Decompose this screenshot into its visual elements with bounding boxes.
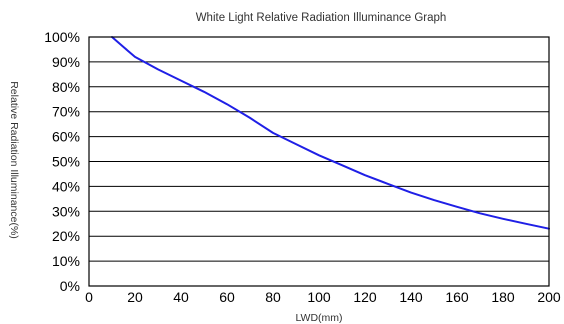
series-line [111,36,550,230]
y-tick-label: 20% [52,228,80,244]
y-tick-label: 70% [52,104,80,120]
x-tick-label: 0 [85,289,93,305]
y-tick-label: 60% [52,129,80,145]
plot-area-frame [88,36,550,287]
x-tick-label: 80 [265,289,281,305]
x-tick-label: 100 [307,289,331,305]
y-tick-labels: 0% 10% 20% 30% 40% 50% 60% 70% 80% 90% 100% [44,29,80,294]
y-tick-label: 30% [52,203,80,219]
x-axis-label: LWD(mm) [295,312,342,324]
x-tick-label: 40 [173,289,189,305]
x-tick-label: 200 [537,289,561,305]
x-tick-label: 120 [353,289,377,305]
x-tick-labels: 0 20 40 60 80 100 120 140 160 180 200 [85,289,561,305]
y-tick-label: 0% [60,278,80,294]
x-tick-label: 60 [219,289,235,305]
y-axis-label: Relative Radiation Illuminance(%) [8,81,20,239]
x-tick-label: 20 [127,289,143,305]
y-tick-label: 50% [52,154,80,170]
chart-title: White Light Relative Radiation Illuminan… [196,12,447,24]
x-tick-label: 160 [445,289,469,305]
y-tick-label: 100% [44,29,80,45]
y-tick-label: 10% [52,253,80,269]
x-tick-label: 140 [399,289,423,305]
grid-lines [89,61,549,262]
y-tick-label: 40% [52,178,80,194]
y-tick-label: 90% [52,54,80,70]
x-tick-label: 180 [491,289,515,305]
series-layer [111,36,550,230]
y-tick-label: 80% [52,79,80,95]
